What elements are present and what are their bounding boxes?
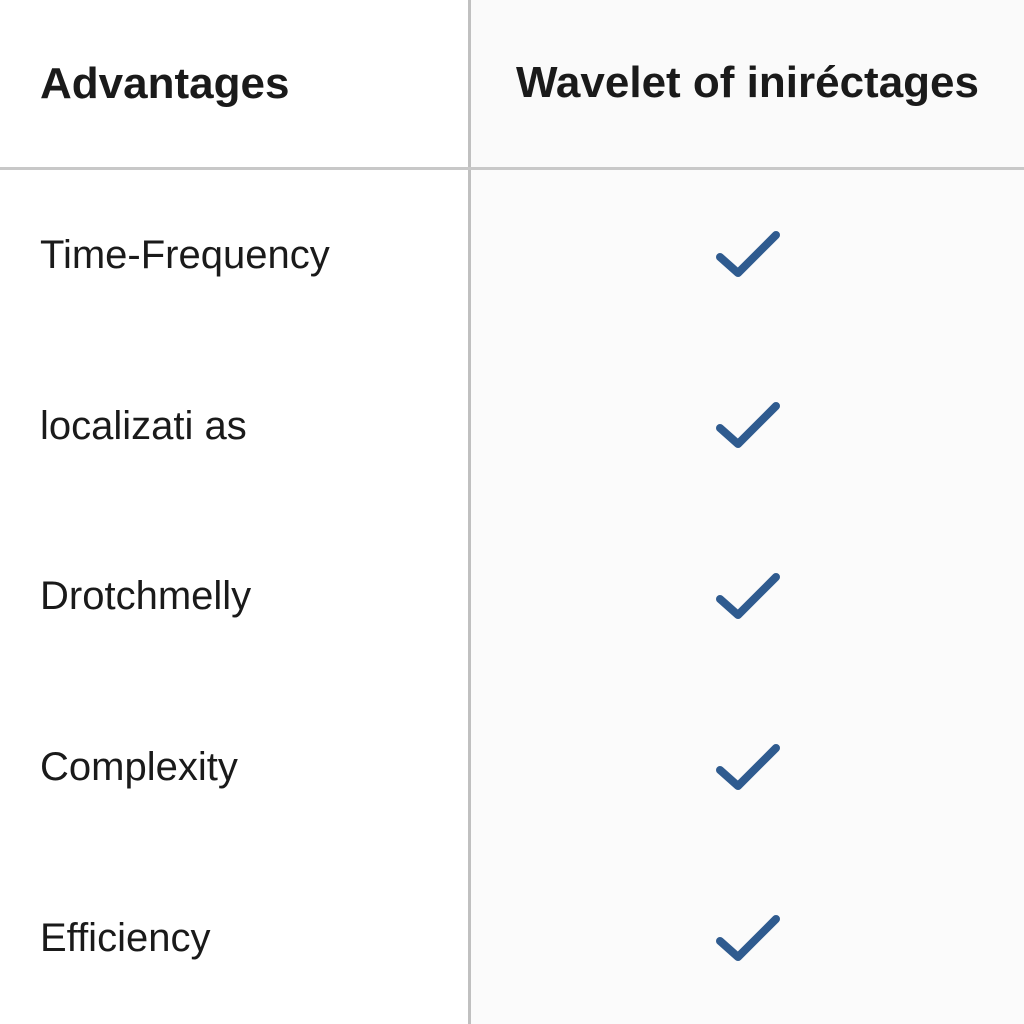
table-row: localizati as — [0, 341, 1024, 512]
column-header-wavelet: Wavelet of iniréctages — [471, 0, 1024, 167]
row-value-cell — [471, 512, 1024, 683]
table-row: Drotchmelly — [0, 512, 1024, 683]
check-icon — [712, 227, 784, 283]
check-icon — [712, 398, 784, 454]
column-header-advantages: Advantages — [0, 0, 471, 167]
comparison-table: Advantages Wavelet of iniréctages Time-F… — [0, 0, 1024, 1024]
row-label: Efficiency — [0, 853, 471, 1024]
row-value-cell — [471, 341, 1024, 512]
row-label: Complexity — [0, 682, 471, 853]
table-row: Time-Frequency — [0, 170, 1024, 341]
check-icon — [712, 740, 784, 796]
row-label: localizati as — [0, 341, 471, 512]
table-body: Time-Frequency localizati as Drotchmelly — [0, 170, 1024, 1024]
row-label: Time-Frequency — [0, 170, 471, 341]
row-label: Drotchmelly — [0, 512, 471, 683]
table-row: Efficiency — [0, 853, 1024, 1024]
column-header-wavelet-label: Wavelet of iniréctages — [516, 57, 979, 110]
row-value-cell — [471, 170, 1024, 341]
table-header-row: Advantages Wavelet of iniréctages — [0, 0, 1024, 170]
check-icon — [712, 911, 784, 967]
row-value-cell — [471, 853, 1024, 1024]
check-icon — [712, 569, 784, 625]
row-value-cell — [471, 682, 1024, 853]
table-row: Complexity — [0, 682, 1024, 853]
